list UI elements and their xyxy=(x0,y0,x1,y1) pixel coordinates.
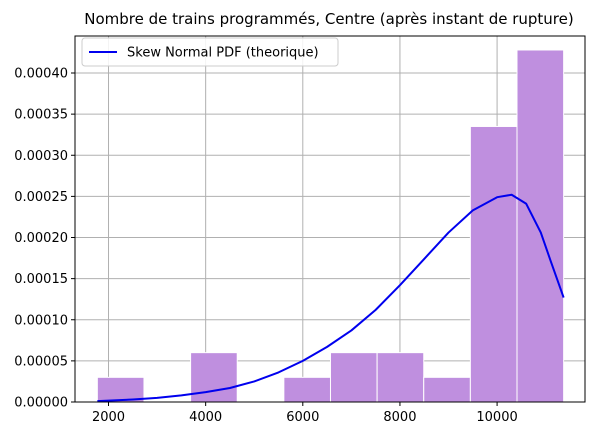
density-curve xyxy=(97,193,565,403)
y-tick-label: 0.00020 xyxy=(14,231,68,246)
x-tick-label: 8000 xyxy=(383,410,416,425)
legend-label-curve: Skew Normal PDF (theorique) xyxy=(127,46,319,61)
legend-box xyxy=(81,37,339,67)
y-tick-label: 0.00005 xyxy=(14,354,68,369)
skew-normal-curve xyxy=(97,193,565,403)
y-tick-label: 0.00035 xyxy=(14,108,68,123)
y-tick-label: 0.00000 xyxy=(14,396,68,411)
x-tick-label: 4000 xyxy=(189,410,222,425)
y-tick-label: 0.00025 xyxy=(14,190,68,205)
histogram-bar xyxy=(283,376,331,403)
histogram-bar xyxy=(516,49,565,403)
x-tick-label: 10000 xyxy=(476,410,517,425)
histogram-bar xyxy=(329,352,378,403)
plot-frame xyxy=(74,35,586,403)
y-tick-label: 0.00015 xyxy=(14,272,68,287)
legend: Skew Normal PDF (theorique) xyxy=(81,37,339,67)
histogram-bar xyxy=(190,352,238,403)
y-tick-label: 0.00040 xyxy=(14,67,68,82)
histogram-bar xyxy=(376,352,425,403)
chart-title: Nombre de trains programmés, Centre (apr… xyxy=(84,10,573,28)
x-tick-label: 2000 xyxy=(92,410,125,425)
histogram-bar xyxy=(423,376,471,403)
x-tick-label: 6000 xyxy=(286,410,319,425)
histogram-bar xyxy=(469,125,518,403)
y-tick-label: 0.00030 xyxy=(14,149,68,164)
y-tick-label: 0.00010 xyxy=(14,313,68,328)
histogram-bars xyxy=(96,49,565,403)
axis-ticks: 2000 4000 6000 8000 10000 0.00000 0.00005 0.000… xyxy=(14,67,518,425)
